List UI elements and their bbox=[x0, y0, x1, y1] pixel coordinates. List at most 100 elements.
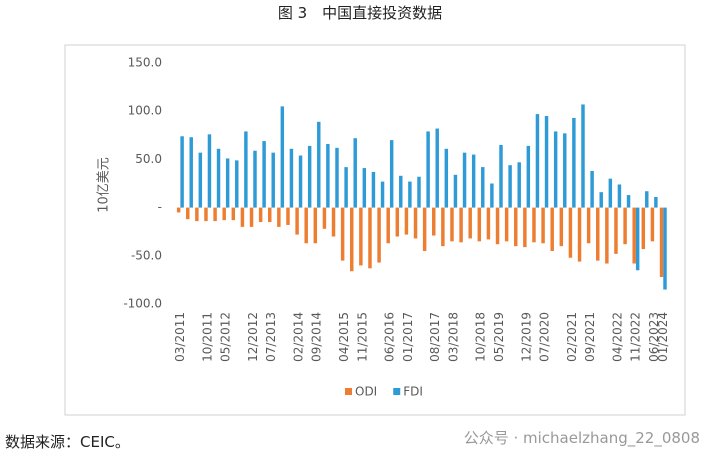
bar bbox=[523, 207, 527, 248]
bar bbox=[441, 207, 445, 247]
bar bbox=[180, 136, 184, 208]
bar bbox=[368, 207, 372, 269]
x-tick-label: 11/2015 bbox=[355, 312, 369, 362]
bar bbox=[459, 207, 463, 243]
bar bbox=[535, 114, 540, 208]
bar bbox=[514, 207, 518, 247]
bar bbox=[213, 207, 217, 222]
bar bbox=[417, 176, 421, 208]
x-tick-label: 01/2024 bbox=[656, 312, 670, 362]
bar bbox=[268, 207, 272, 223]
x-tick-label: 07/2020 bbox=[538, 312, 552, 362]
bar bbox=[490, 183, 494, 208]
x-tick-label: 02/2014 bbox=[292, 312, 306, 362]
bar bbox=[526, 145, 531, 208]
bar bbox=[517, 162, 521, 208]
bar bbox=[244, 131, 248, 208]
bar bbox=[258, 207, 263, 223]
bar bbox=[404, 207, 409, 235]
bar bbox=[654, 196, 658, 208]
bar bbox=[240, 207, 245, 227]
bar bbox=[663, 207, 667, 290]
bar bbox=[508, 165, 512, 208]
bar bbox=[289, 148, 294, 208]
y-tick-label: - bbox=[158, 200, 162, 214]
plot: 150.0 100.0 50.0 - -50.0 -100.0 03/2011 10/2011… bbox=[123, 56, 670, 399]
bar bbox=[235, 160, 239, 208]
bar bbox=[249, 207, 254, 227]
bar bbox=[353, 138, 357, 208]
bar bbox=[468, 207, 472, 239]
bar bbox=[344, 167, 348, 208]
x-tick-label: 02/2021 bbox=[565, 312, 579, 362]
bar bbox=[295, 207, 299, 235]
bar bbox=[286, 207, 290, 225]
bar bbox=[626, 195, 631, 208]
bar bbox=[371, 171, 376, 208]
x-tick-label: 08/2017 bbox=[428, 312, 442, 362]
bar bbox=[577, 207, 582, 262]
bar bbox=[304, 207, 308, 244]
bar bbox=[317, 121, 321, 208]
bar bbox=[632, 207, 636, 264]
bar bbox=[271, 152, 275, 208]
x-tick-label: 10/2018 bbox=[474, 312, 488, 362]
y-tick-label: 150.0 bbox=[128, 56, 162, 70]
bar bbox=[614, 207, 618, 254]
bar bbox=[504, 207, 509, 242]
x-tick-label: 10/2011 bbox=[200, 312, 214, 362]
bar bbox=[453, 174, 458, 208]
bar bbox=[207, 134, 212, 208]
bar bbox=[590, 170, 594, 208]
bar bbox=[645, 191, 649, 208]
bar bbox=[377, 207, 381, 263]
y-tick-label: -50.0 bbox=[131, 248, 162, 262]
bar bbox=[408, 181, 412, 208]
bar bbox=[262, 141, 266, 208]
bar bbox=[659, 207, 664, 278]
bar bbox=[359, 207, 363, 266]
bar bbox=[553, 131, 558, 208]
bar bbox=[195, 207, 199, 222]
bar bbox=[186, 207, 190, 220]
bar bbox=[395, 207, 400, 237]
bar bbox=[532, 207, 536, 243]
x-tick-label: 09/2021 bbox=[583, 312, 597, 362]
bar bbox=[563, 133, 567, 208]
x-tick-label: 11/2022 bbox=[629, 312, 643, 362]
bar bbox=[225, 158, 230, 208]
bar bbox=[413, 207, 418, 239]
bar bbox=[641, 207, 646, 250]
bar bbox=[650, 207, 655, 242]
bar bbox=[176, 207, 181, 213]
bar bbox=[362, 168, 367, 208]
x-tick-label: 06/2023 bbox=[647, 312, 661, 362]
bar bbox=[380, 181, 385, 208]
bar bbox=[322, 207, 327, 229]
x-tick-label: 12/2012 bbox=[246, 312, 260, 362]
bar bbox=[222, 207, 226, 221]
bar bbox=[231, 207, 236, 221]
bar bbox=[471, 154, 476, 208]
legend-swatch bbox=[345, 388, 352, 395]
bar bbox=[280, 106, 285, 208]
x-tick-label: 05/2019 bbox=[492, 312, 506, 362]
x-tick-label: 01/2017 bbox=[401, 312, 415, 362]
y-tick-label: 100.0 bbox=[128, 104, 162, 118]
bar bbox=[462, 152, 467, 208]
bar bbox=[335, 147, 339, 208]
bar bbox=[608, 178, 613, 208]
y-axis-label: 10亿美元 bbox=[97, 157, 112, 213]
bar bbox=[477, 207, 482, 242]
bar bbox=[481, 167, 485, 208]
bar bbox=[198, 152, 203, 208]
bar bbox=[307, 145, 312, 208]
y-tick-label: 50.0 bbox=[135, 152, 162, 166]
x-tick-label: 09/2014 bbox=[310, 312, 324, 362]
x-tick-label: 03/2018 bbox=[446, 312, 460, 362]
bar bbox=[204, 207, 208, 222]
x-tick-label: 03/2011 bbox=[173, 312, 187, 362]
bar bbox=[444, 148, 449, 208]
